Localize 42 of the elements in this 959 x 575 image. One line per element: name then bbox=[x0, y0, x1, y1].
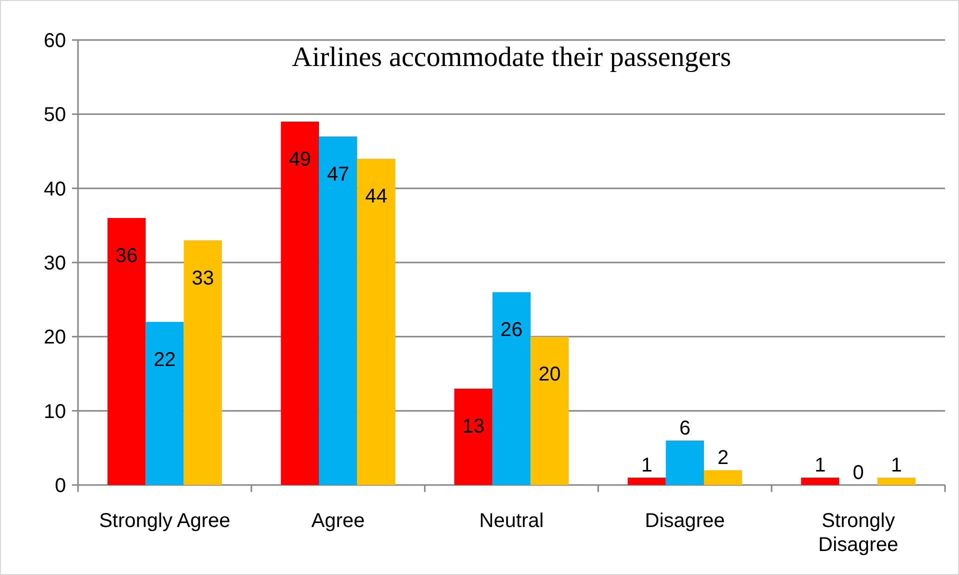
y-tick-label: 60 bbox=[44, 30, 66, 52]
bar bbox=[319, 136, 358, 485]
y-tick-label: 50 bbox=[44, 104, 66, 126]
bar bbox=[666, 440, 704, 485]
data-label: 1 bbox=[641, 454, 652, 477]
data-label: 1 bbox=[814, 454, 826, 477]
x-tick-label: Strongly Agree bbox=[99, 510, 230, 532]
bar bbox=[492, 292, 531, 485]
bar bbox=[280, 122, 320, 485]
data-label: 26 bbox=[500, 319, 523, 342]
x-tick-label: Neutral bbox=[479, 510, 544, 532]
y-tick-label: 0 bbox=[54, 475, 66, 497]
x-tick-label: Disagree bbox=[644, 510, 725, 532]
y-tick-label: 30 bbox=[44, 252, 66, 274]
x-tick-label: Strongly Disagree bbox=[818, 510, 898, 556]
y-tick-label: 10 bbox=[44, 400, 66, 423]
data-label: 13 bbox=[462, 416, 484, 438]
bar bbox=[530, 336, 569, 485]
bar bbox=[357, 158, 396, 485]
data-label: 44 bbox=[365, 186, 388, 208]
bar bbox=[628, 478, 666, 485]
data-label: 6 bbox=[679, 418, 690, 440]
data-label: 36 bbox=[115, 245, 138, 267]
y-tick-label: 20 bbox=[44, 326, 66, 349]
data-label: 1 bbox=[890, 454, 902, 477]
bar bbox=[107, 218, 146, 485]
data-label: 47 bbox=[326, 163, 350, 186]
data-label: 49 bbox=[288, 148, 312, 171]
x-tick-label: Agree bbox=[311, 510, 365, 532]
bar bbox=[454, 388, 492, 485]
data-label: 20 bbox=[538, 364, 561, 386]
bar bbox=[146, 322, 184, 485]
data-label: 22 bbox=[154, 348, 176, 371]
chart-title: Airlines accommodate their passengers bbox=[292, 42, 732, 73]
bar bbox=[704, 470, 742, 485]
data-label: 0 bbox=[852, 462, 864, 484]
bar bbox=[184, 240, 222, 485]
data-label: 2 bbox=[717, 447, 729, 470]
data-label: 33 bbox=[192, 267, 214, 290]
y-tick-label: 40 bbox=[44, 178, 66, 200]
bar bbox=[877, 478, 916, 485]
bar bbox=[801, 478, 840, 485]
